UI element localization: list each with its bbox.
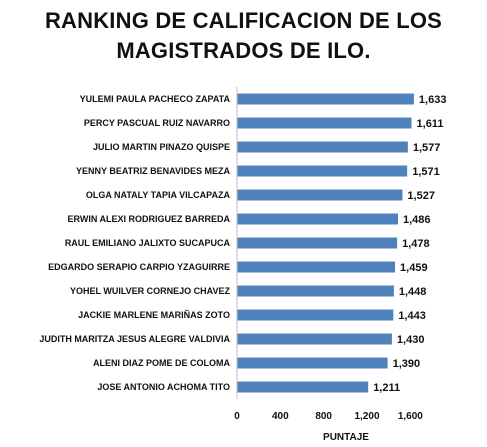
category-label: YULEMI PAULA PACHECO ZAPATA <box>80 94 231 104</box>
category-label: JOSE ANTONIO ACHOMA TITO <box>97 382 230 392</box>
bar <box>237 261 396 273</box>
category-label: EDGARDO SERAPIO CARPIO YZAGUIRRE <box>48 262 230 272</box>
bar <box>237 333 392 345</box>
x-tick-label: 1,600 <box>398 411 423 422</box>
bar <box>237 117 412 129</box>
data-label: 1,571 <box>412 166 440 178</box>
data-label: 1,211 <box>373 382 400 394</box>
category-label: ALENI DIAZ POME DE COLOMA <box>93 358 231 368</box>
bar <box>237 93 414 105</box>
category-label: RAUL EMILIANO JALIXTO SUCAPUCA <box>65 238 231 248</box>
data-label: 1,448 <box>399 286 427 298</box>
bar <box>237 309 394 321</box>
bar <box>237 357 388 369</box>
bar <box>237 237 398 249</box>
x-tick-label: 1,200 <box>354 411 379 422</box>
category-label: YOHEL WUILVER CORNEJO CHAVEZ <box>70 286 231 296</box>
chart-title-line-2: MAGISTRADOS DE ILO. <box>116 38 371 63</box>
data-label: 1,527 <box>407 190 435 202</box>
category-label: JACKIE MARLENE MARIÑAS ZOTO <box>78 310 230 320</box>
data-label: 1,478 <box>402 238 430 250</box>
category-label: PERCY PASCUAL RUIZ NAVARRO <box>84 118 230 128</box>
x-axis-label: PUNTAJE <box>323 432 369 443</box>
chart-title: RANKING DE CALIFICACION DE LOS MAGISTRAD… <box>0 6 487 66</box>
chart-title-line-1: RANKING DE CALIFICACION DE LOS <box>44 8 443 33</box>
category-label: OLGA NATALY TAPIA VILCAPAZA <box>86 190 231 200</box>
x-tick-label: 400 <box>272 411 289 422</box>
bar <box>237 213 398 225</box>
category-label: JUDITH MARITZA JESUS ALEGRE VALDIVIA <box>39 334 230 344</box>
data-label: 1,633 <box>419 94 447 106</box>
category-label: ERWIN ALEXI RODRIGUEZ BARREDA <box>67 214 230 224</box>
data-label: 1,577 <box>413 142 441 154</box>
x-tick-label: 800 <box>315 411 332 422</box>
category-label: JULIO MARTIN PINAZO QUISPE <box>93 142 230 152</box>
category-label: YENNY BEATRIZ BENAVIDES MEZA <box>76 166 231 176</box>
bar <box>237 189 403 201</box>
bar <box>237 141 408 153</box>
x-tick-label: 0 <box>234 411 240 422</box>
bars-group <box>237 93 414 393</box>
category-labels: YULEMI PAULA PACHECO ZAPATA PERCY PASCUAL… <box>39 94 230 392</box>
bar <box>237 285 394 297</box>
data-label: 1,459 <box>400 262 428 274</box>
data-label: 1,390 <box>393 358 421 370</box>
bar <box>237 165 408 177</box>
data-label: 1,611 <box>417 118 444 130</box>
data-label: 1,486 <box>403 214 431 226</box>
data-labels: 1,633 1,611 1,577 1,571 1,527 1,486 1,478 1,459… <box>373 94 446 394</box>
bar <box>237 381 369 393</box>
data-label: 1,430 <box>397 334 425 346</box>
x-tick-labels: 0 400 800 1,200 1,600 <box>234 411 423 422</box>
data-label: 1,443 <box>398 310 426 322</box>
